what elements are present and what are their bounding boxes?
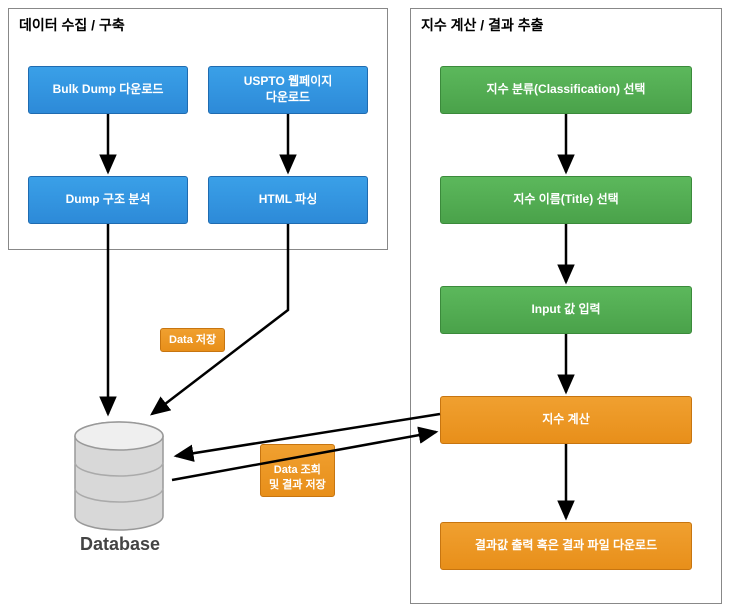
- node-dump-analysis: Dump 구조 분석: [28, 176, 188, 224]
- panel-right-title: 지수 계산 / 결과 추출: [421, 15, 544, 35]
- node-calc: 지수 계산: [440, 396, 692, 444]
- node-label: Bulk Dump 다운로드: [53, 82, 164, 98]
- node-uspto: USPTO 웹페이지 다운로드: [208, 66, 368, 114]
- database-label: Database: [70, 534, 170, 555]
- node-label: HTML 파싱: [259, 192, 318, 208]
- node-label: 지수 이름(Title) 선택: [513, 192, 618, 208]
- node-classification: 지수 분류(Classification) 선택: [440, 66, 692, 114]
- node-label: 결과값 출력 혹은 결과 파일 다운로드: [475, 538, 657, 554]
- label-data-save: Data 저장: [160, 328, 225, 352]
- label-text: Data 조회 및 결과 저장: [269, 464, 326, 490]
- node-label: 지수 분류(Classification) 선택: [487, 82, 646, 98]
- label-data-query: Data 조회 및 결과 저장: [260, 444, 335, 497]
- label-text: Data 저장: [169, 334, 216, 346]
- database-icon: [72, 420, 166, 537]
- node-label: USPTO 웹페이지 다운로드: [244, 74, 333, 105]
- panel-left-title: 데이터 수집 / 구축: [19, 15, 125, 35]
- node-label: Dump 구조 분석: [66, 192, 151, 208]
- node-input: Input 값 입력: [440, 286, 692, 334]
- node-bulk-dump: Bulk Dump 다운로드: [28, 66, 188, 114]
- node-label: Input 값 입력: [531, 302, 600, 318]
- node-label: 지수 계산: [542, 412, 590, 428]
- node-title-select: 지수 이름(Title) 선택: [440, 176, 692, 224]
- node-html-parsing: HTML 파싱: [208, 176, 368, 224]
- arrow-html-to-db: [152, 224, 288, 414]
- node-result: 결과값 출력 혹은 결과 파일 다운로드: [440, 522, 692, 570]
